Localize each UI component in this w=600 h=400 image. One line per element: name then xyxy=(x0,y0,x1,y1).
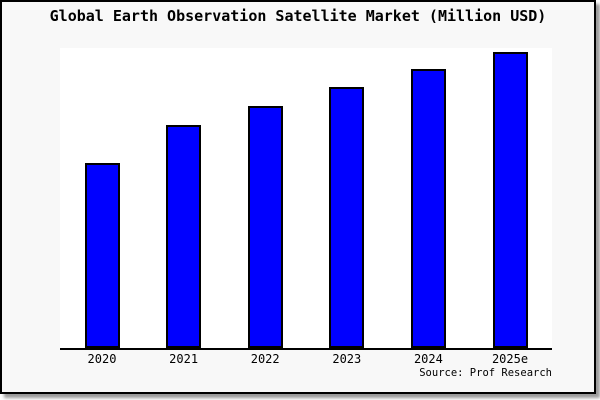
x-tick-label: 2024 xyxy=(413,352,443,366)
bar-2025e xyxy=(492,52,528,348)
bar-2023 xyxy=(329,87,365,348)
chart-title: Global Earth Observation Satellite Marke… xyxy=(49,7,547,25)
plot-area xyxy=(60,48,552,350)
x-tick-label: 2021 xyxy=(169,352,199,366)
bar-2022 xyxy=(247,106,283,348)
bar-2024 xyxy=(410,69,446,348)
bar-2021 xyxy=(166,125,202,348)
x-tick-label: 2023 xyxy=(332,352,362,366)
x-tick-label: 2020 xyxy=(87,352,117,366)
source-credit: Source: Prof Research xyxy=(419,367,552,379)
x-tick-label: 2022 xyxy=(250,352,280,366)
x-tick-label: 2025e xyxy=(491,352,529,366)
chart-frame: Global Earth Observation Satellite Marke… xyxy=(0,0,596,394)
bar-2020 xyxy=(84,163,120,348)
